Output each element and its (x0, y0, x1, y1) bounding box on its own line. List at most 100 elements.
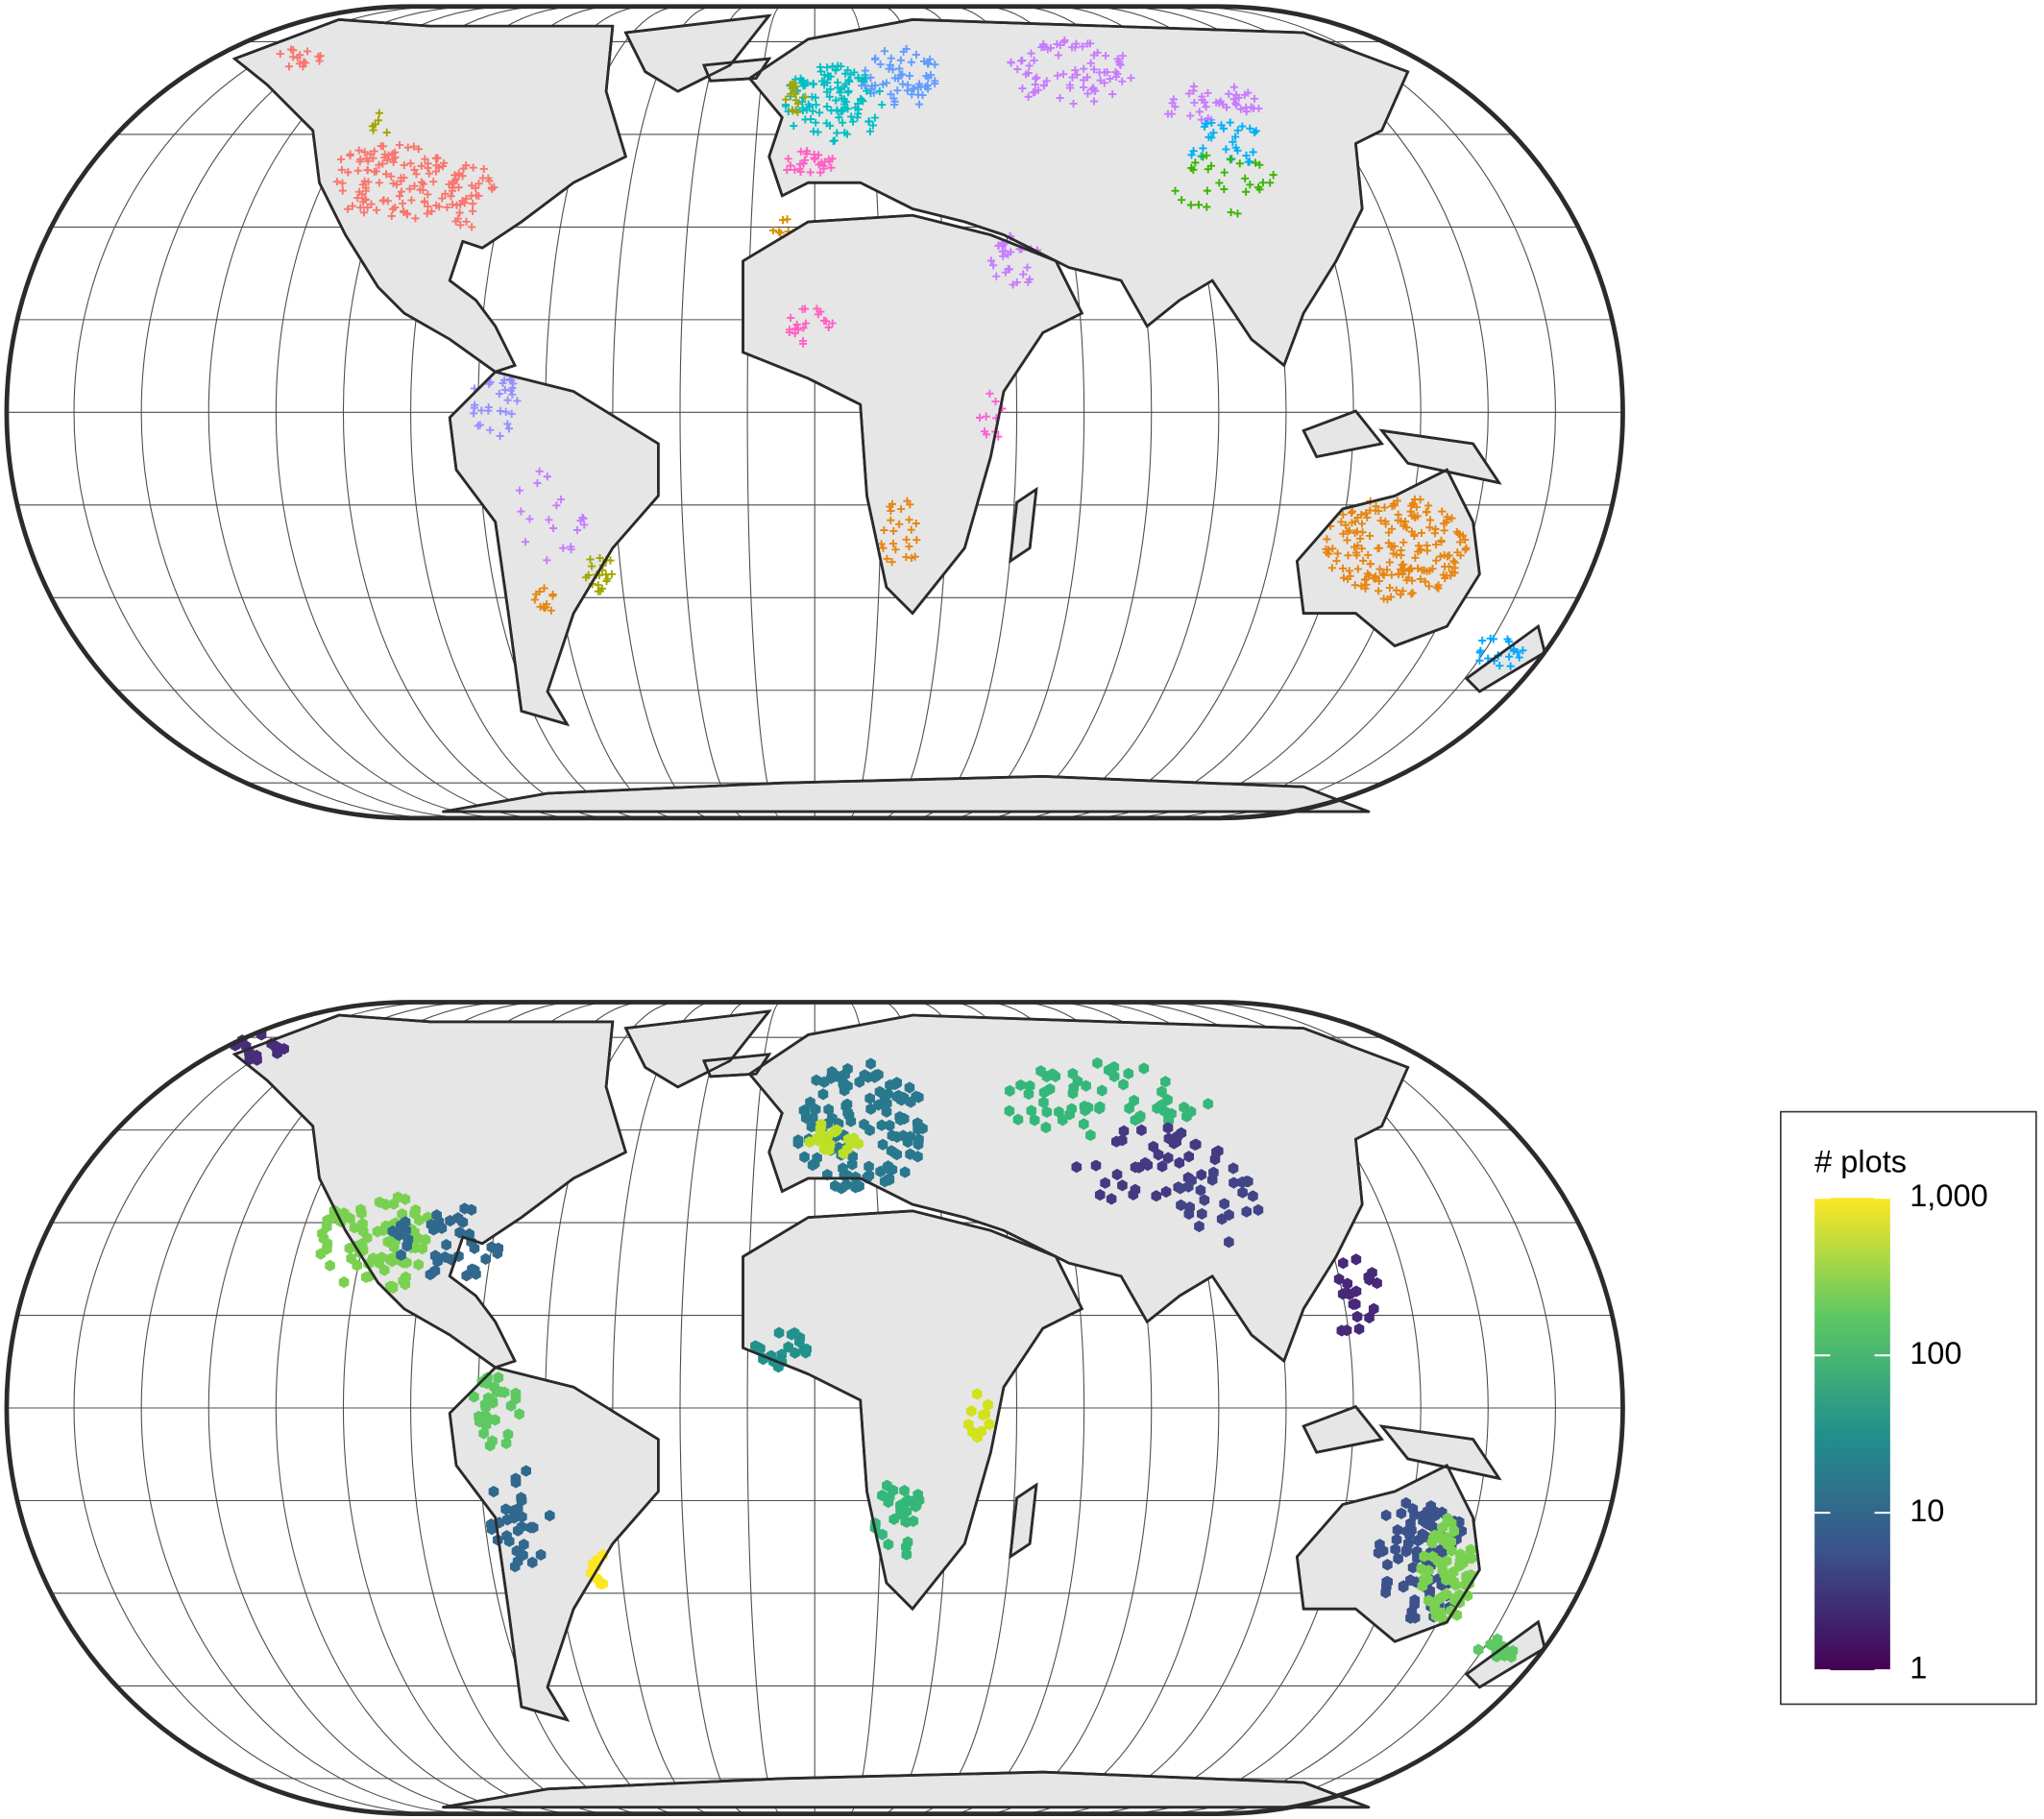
plot-marker (1220, 168, 1229, 177)
plot-marker (1251, 158, 1260, 167)
plot-hexbin (827, 1112, 838, 1125)
plot-hexbin (1456, 1524, 1468, 1538)
plot-marker (826, 72, 835, 81)
plot-hexbin (877, 1528, 888, 1540)
plot-marker (1397, 565, 1405, 573)
plot-marker (1387, 570, 1396, 579)
colorbar-label: 1 (1910, 1651, 1927, 1686)
plot-marker (1388, 524, 1397, 533)
plot-hexbin (1241, 1205, 1253, 1218)
plot-marker (781, 95, 791, 104)
plot-hexbin (378, 1264, 390, 1276)
plot-hexbin (829, 1126, 840, 1138)
plot-marker (459, 164, 468, 173)
plot-marker (1475, 656, 1484, 665)
plot-marker (487, 183, 496, 192)
plot-marker (1089, 97, 1099, 106)
plot-hexbin (527, 1521, 539, 1534)
plot-marker (1118, 77, 1127, 85)
plot-marker (469, 200, 477, 208)
plot-marker (879, 544, 888, 552)
plot-hexbin (1176, 1127, 1187, 1139)
plot-hexbin (514, 1408, 524, 1420)
plot-marker (348, 202, 357, 210)
plot-marker (399, 199, 407, 207)
plot-marker (1325, 549, 1333, 558)
plot-marker (372, 167, 380, 176)
plot-hexbin (879, 1091, 890, 1104)
plot-marker (905, 71, 914, 80)
plot-marker (337, 165, 346, 174)
plot-marker (1363, 513, 1372, 521)
plot-hexbin (1004, 1104, 1015, 1117)
plot-marker (986, 389, 994, 398)
plot-marker (1037, 43, 1046, 52)
plot-marker (1186, 201, 1195, 209)
plot-marker (1206, 161, 1216, 170)
border (448, 370, 660, 727)
plot-marker (1443, 516, 1451, 524)
plot-marker (791, 89, 799, 98)
border (231, 18, 628, 374)
plot-marker (435, 203, 444, 211)
plot-marker (382, 128, 391, 137)
plot-marker (829, 136, 838, 146)
plot-hexbin (807, 1112, 818, 1125)
plot-marker (1476, 646, 1485, 655)
plot-hexbin (1248, 1190, 1258, 1202)
plot-marker (867, 82, 876, 90)
plot-marker (360, 148, 369, 157)
plot-hexbin (881, 1105, 892, 1118)
plot-hexbin (971, 1388, 983, 1400)
plot-hexbin (349, 1222, 360, 1234)
plot-marker (827, 107, 836, 115)
plot-marker (1425, 567, 1434, 575)
plot-marker (879, 80, 888, 88)
plot-marker (295, 60, 304, 68)
plot-marker (905, 516, 913, 524)
plot-hexbin (441, 1239, 451, 1251)
plot-marker (921, 83, 930, 91)
plot-marker (1069, 99, 1078, 109)
plot-hexbin (1162, 1094, 1173, 1106)
plot-marker (1375, 576, 1383, 586)
plot-hexbin (967, 1425, 978, 1439)
plot-marker (1059, 70, 1068, 79)
plot-marker (421, 155, 429, 163)
plot-marker (395, 192, 404, 201)
plot-marker (588, 562, 596, 570)
plot-marker (847, 112, 856, 121)
plot-marker (975, 413, 985, 422)
plot-hexbin (478, 1427, 489, 1440)
plot-hexbin (1085, 1128, 1096, 1142)
plot-marker (1432, 556, 1441, 565)
plot-marker (895, 64, 904, 73)
plot-hexbin (1350, 1253, 1362, 1266)
plot-marker (410, 182, 419, 190)
plot-marker (517, 507, 525, 516)
plot-hexbin (905, 1148, 915, 1160)
plot-hexbin (1450, 1579, 1461, 1591)
plot-marker (1103, 68, 1111, 77)
plot-hexbin (846, 1158, 858, 1171)
plot-hexbin (912, 1489, 923, 1501)
plot-marker (460, 199, 469, 207)
plot-marker (986, 256, 996, 265)
plot-marker (1197, 115, 1205, 124)
plot-hexbin (1130, 1183, 1141, 1196)
plot-hexbin (776, 1348, 787, 1361)
plot-marker (484, 174, 493, 182)
plot-marker (1029, 88, 1037, 97)
plot-marker (1443, 552, 1451, 561)
plot-marker (1385, 558, 1394, 567)
plot-marker (425, 169, 433, 178)
plot-marker (414, 145, 423, 154)
plot-marker (567, 545, 575, 554)
plot-marker (1375, 587, 1383, 595)
plot-marker (1343, 536, 1351, 545)
plot-marker (364, 178, 373, 186)
plot-marker (1484, 654, 1493, 663)
plot-marker (823, 63, 832, 72)
plot-marker (887, 54, 895, 62)
plot-hexbin (471, 1268, 481, 1280)
